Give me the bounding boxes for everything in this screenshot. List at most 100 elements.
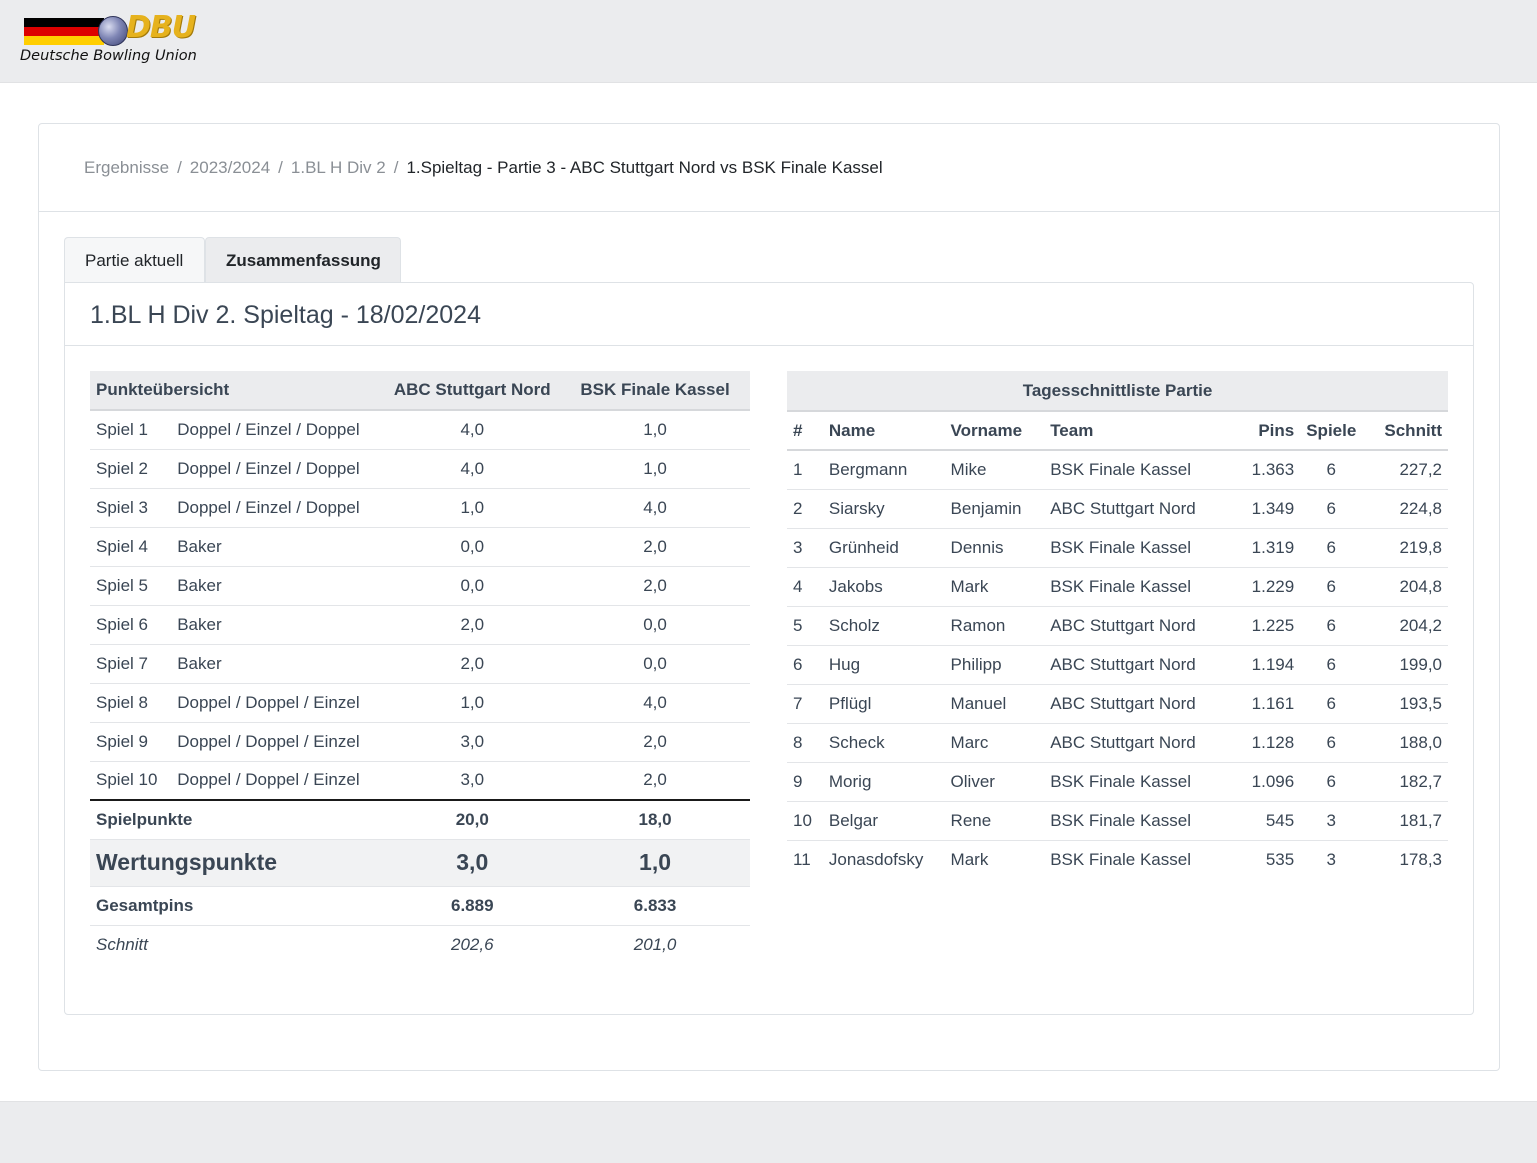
breadcrumb-season[interactable]: 2023/2024 xyxy=(189,158,271,177)
player-vorname: Mark xyxy=(944,839,1045,879)
player-schnitt: 227,2 xyxy=(1399,459,1442,479)
wertungspunkte-row: Wertungspunkte 3,0 1,0 xyxy=(90,838,750,886)
player-spiele: 6 xyxy=(1300,683,1363,723)
breadcrumb-league[interactable]: 1.BL H Div 2 xyxy=(290,158,386,177)
gesamtpins-home: 6.889 xyxy=(384,885,561,925)
ranking-row: 11 Jonasdofsky Mark BSK Finale Kassel 535 3 17… xyxy=(787,839,1448,879)
schnitt-away: 201,0 xyxy=(560,924,750,965)
player-schnitt: 204,8 xyxy=(1362,566,1448,606)
player-vorname: Manuel xyxy=(944,683,1045,723)
player-rank: 2 xyxy=(787,488,823,528)
breadcrumb-separator: / xyxy=(393,158,399,177)
player-spiele: 6 xyxy=(1300,644,1363,684)
points-row: Spiel 2 Doppel / Einzel / Doppel 4,0 1,0 xyxy=(90,448,750,488)
header-schnitt: Schnitt xyxy=(1362,411,1448,451)
player-pins: 535 xyxy=(1233,839,1301,879)
player-schnitt: 224,8 xyxy=(1362,488,1448,528)
points-row: Spiel 5 Baker 0,0 2,0 xyxy=(90,565,750,605)
player-name: Grünheid xyxy=(822,527,945,567)
player-rank: 8 xyxy=(787,722,823,762)
player-spiele: 6 xyxy=(1326,459,1336,479)
logo-subtitle: Deutsche Bowling Union xyxy=(20,48,197,64)
points-row: Spiel 3 Doppel / Einzel / Doppel 1,0 4,0 xyxy=(90,487,750,527)
gesamtpins-row: Gesamtpins 6.889 6.833 xyxy=(90,885,750,925)
player-pins: 1.225 xyxy=(1233,605,1301,645)
site-footer xyxy=(0,1101,1537,1163)
german-flag-icon xyxy=(24,18,104,45)
points-row: Spiel 4 Baker 0,0 2,0 xyxy=(90,526,750,566)
player-vorname: Rene xyxy=(944,800,1045,840)
ranking-row: 1 Bergmann Mike BSK Finale Kassel 1.363 6 227,… xyxy=(787,450,1448,489)
spielpunkte-row: Spielpunkte 20,0 18,0 xyxy=(90,799,750,839)
game-label: Spiel 8 xyxy=(90,682,172,722)
points-table: Punkteübersicht ABC Stuttgart Nord BSK F… xyxy=(90,371,750,965)
ranking-row: 7 Pflügl Manuel ABC Stuttgart Nord 1.161 6 193… xyxy=(787,683,1448,723)
player-name: Jonasdofsky xyxy=(822,839,945,879)
home-points: 3,0 xyxy=(384,721,561,761)
dbu-logo[interactable]: DBU Deutsche Bowling Union xyxy=(20,10,220,70)
player-vorname: Mike xyxy=(950,459,987,479)
player-name: Belgar xyxy=(822,800,945,840)
player-schnitt: 219,8 xyxy=(1362,527,1448,567)
player-vorname: Marc xyxy=(944,722,1045,762)
header-home-team: ABC Stuttgart Nord xyxy=(384,371,561,411)
player-team: ABC Stuttgart Nord xyxy=(1044,722,1234,762)
player-schnitt: 199,0 xyxy=(1362,644,1448,684)
card-divider xyxy=(39,211,1499,212)
game-mode: Baker xyxy=(171,565,385,605)
points-table-header: Punkteübersicht ABC Stuttgart Nord BSK F… xyxy=(90,371,750,411)
player-rank: 1 xyxy=(793,459,803,479)
away-points: 2,0 xyxy=(560,526,750,566)
player-name: Pflügl xyxy=(822,683,945,723)
home-points: 4,0 xyxy=(384,448,561,488)
ranking-row: 10 Belgar Rene BSK Finale Kassel 545 3 181,7 xyxy=(787,800,1448,840)
player-schnitt: 182,7 xyxy=(1362,761,1448,801)
bowling-ball-icon xyxy=(98,16,128,46)
player-rank: 11 xyxy=(787,839,823,879)
breadcrumb-separator: / xyxy=(177,158,182,177)
player-rank: 9 xyxy=(787,761,823,801)
player-pins: 1.229 xyxy=(1233,566,1301,606)
ranking-row: 2 Siarsky Benjamin ABC Stuttgart Nord 1.349 6… xyxy=(787,488,1448,528)
spielpunkte-label: Spielpunkte xyxy=(90,799,385,839)
player-vorname: Oliver xyxy=(944,761,1045,801)
game-label: Spiel 7 xyxy=(90,643,172,683)
header-name: Name xyxy=(822,411,945,451)
home-points: 1,0 xyxy=(384,487,561,527)
flag-stripe-gold xyxy=(24,36,104,45)
player-spiele: 6 xyxy=(1300,527,1363,567)
tab-partie-aktuell[interactable]: Partie aktuell xyxy=(64,237,205,283)
tab-zusammenfassung[interactable]: Zusammenfassung xyxy=(205,237,401,283)
away-points: 4,0 xyxy=(560,487,750,527)
gesamtpins-away: 6.833 xyxy=(560,885,750,925)
breadcrumb-ergebnisse[interactable]: Ergebnisse xyxy=(84,158,170,177)
wertungspunkte-home: 3,0 xyxy=(384,838,561,886)
game-label: Spiel 1 xyxy=(96,419,148,439)
game-label: Spiel 4 xyxy=(90,526,172,566)
player-schnitt: 181,7 xyxy=(1362,800,1448,840)
player-name: Morig xyxy=(822,761,945,801)
player-team: ABC Stuttgart Nord xyxy=(1044,488,1234,528)
logo-brand: DBU xyxy=(126,10,196,45)
away-points: 1,0 xyxy=(560,448,750,488)
home-points: 0,0 xyxy=(384,526,561,566)
game-label: Spiel 3 xyxy=(90,487,172,527)
player-spiele: 6 xyxy=(1300,566,1363,606)
away-points: 2,0 xyxy=(560,721,750,761)
game-label: Spiel 5 xyxy=(90,565,172,605)
points-row: Spiel 6 Baker 2,0 0,0 xyxy=(90,604,750,644)
wertungspunkte-label: Wertungspunkte xyxy=(90,838,385,886)
player-spiele: 6 xyxy=(1300,488,1363,528)
game-label: Spiel 9 xyxy=(90,721,172,761)
player-rank: 6 xyxy=(787,644,823,684)
points-row: Spiel 1 Doppel / Einzel / Doppel 4,0 1,0 xyxy=(90,410,750,449)
player-vorname: Mark xyxy=(944,566,1045,606)
game-mode: Baker xyxy=(171,526,385,566)
header-pins: Pins xyxy=(1233,411,1301,451)
player-vorname: Benjamin xyxy=(944,488,1045,528)
player-team: BSK Finale Kassel xyxy=(1044,527,1234,567)
away-points: 2,0 xyxy=(560,565,750,605)
game-mode: Doppel / Einzel / Doppel xyxy=(171,487,385,527)
ranking-caption-row: Tagesschnittliste Partie xyxy=(787,371,1448,412)
player-team: BSK Finale Kassel xyxy=(1044,800,1234,840)
